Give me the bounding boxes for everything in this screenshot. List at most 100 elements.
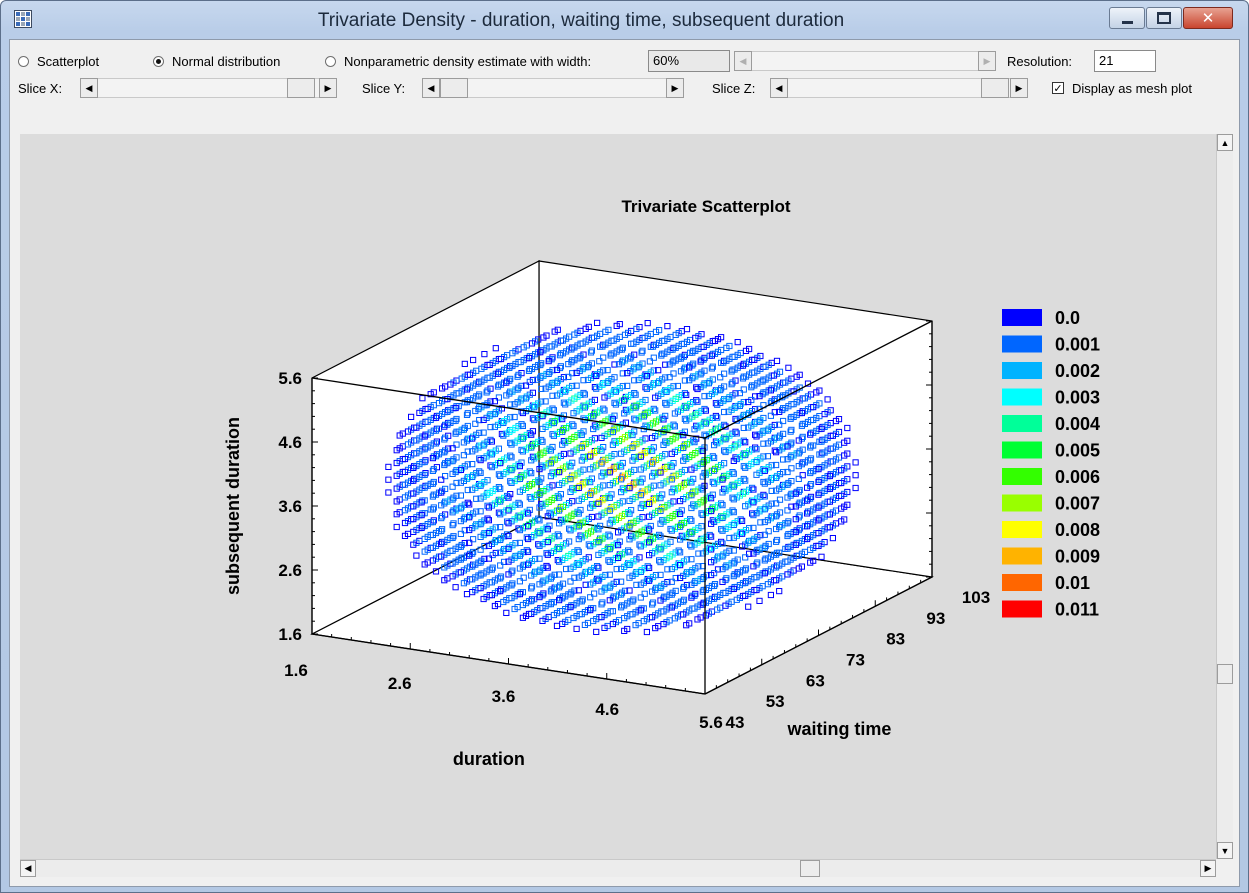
data-point: [773, 525, 780, 533]
close-button[interactable]: ✕: [1183, 7, 1233, 29]
scroll-right-button[interactable]: ▶: [1200, 860, 1216, 877]
data-point: [457, 530, 464, 537]
minimize-button[interactable]: [1109, 7, 1145, 29]
slice-z-thumb[interactable]: [981, 78, 1009, 98]
data-point: [717, 374, 724, 381]
slice-y-label: Slice Y:: [362, 80, 406, 96]
scatterplot-option[interactable]: Scatterplot: [18, 49, 99, 73]
data-point: [852, 484, 859, 492]
legend-swatch: [1002, 335, 1042, 353]
data-point: [547, 601, 554, 608]
data-point: [740, 386, 747, 393]
data-point: [711, 542, 719, 549]
data-point: [461, 540, 468, 547]
data-point: [536, 504, 543, 511]
data-point: [580, 377, 587, 384]
resolution-label: Resolution:: [1007, 53, 1073, 69]
slice-z-scroll-right[interactable]: ▶: [1010, 78, 1028, 98]
data-point: [832, 417, 840, 425]
data-point: [608, 491, 615, 498]
data-point: [546, 509, 553, 516]
horizontal-scroll-thumb[interactable]: [800, 860, 820, 877]
data-point: [631, 377, 638, 384]
check-icon[interactable]: ✓: [1052, 81, 1064, 95]
plot-vertical-scrollbar[interactable]: ▲ ▼: [1216, 134, 1233, 859]
nonparametric-option[interactable]: Nonparametric density estimate with widt…: [325, 49, 591, 73]
slice-y-scroll-left[interactable]: ◀: [422, 78, 440, 98]
legend-label: 0.009: [1055, 547, 1100, 567]
data-point: [618, 463, 625, 470]
vertical-scroll-thumb[interactable]: [1217, 664, 1233, 684]
data-point: [773, 449, 780, 456]
data-point: [801, 395, 808, 402]
slice-y-thumb[interactable]: [440, 78, 468, 98]
data-point: [691, 503, 698, 510]
data-point: [473, 431, 480, 438]
data-point: [421, 446, 428, 453]
scroll-up-button[interactable]: ▲: [1217, 134, 1233, 151]
data-point: [621, 615, 628, 622]
data-point: [742, 592, 749, 599]
y-tick-label: 53: [766, 692, 785, 711]
data-point: [621, 410, 628, 417]
data-point: [461, 527, 468, 534]
slice-x-scroll-left[interactable]: ◀: [80, 78, 98, 98]
data-point: [793, 373, 800, 380]
width-field[interactable]: 60%: [648, 50, 730, 72]
slice-y-scrollbar[interactable]: ◀ ▶: [422, 78, 684, 98]
data-point: [749, 510, 756, 517]
data-point: [852, 472, 859, 479]
data-point: [799, 433, 806, 440]
nonparametric-radio[interactable]: [325, 55, 336, 67]
data-point: [818, 438, 825, 445]
slice-z-scrollbar[interactable]: ◀ ▶: [770, 78, 1028, 98]
slice-x-scrollbar[interactable]: ◀ ▶: [80, 78, 337, 98]
data-point: [562, 401, 569, 408]
data-point: [410, 541, 417, 548]
width-scrollbar[interactable]: ◀ ▶: [734, 51, 996, 71]
data-point: [618, 604, 625, 611]
data-point: [498, 430, 505, 438]
maximize-button[interactable]: [1146, 7, 1182, 29]
x-tick-label: 2.6: [388, 674, 412, 693]
data-point: [730, 509, 737, 516]
app-icon[interactable]: [14, 10, 32, 28]
mesh-plot-option[interactable]: ✓ Display as mesh plot: [1052, 76, 1192, 100]
data-point: [807, 481, 815, 488]
scroll-down-button[interactable]: ▼: [1217, 842, 1233, 859]
slice-y-scroll-right[interactable]: ▶: [666, 78, 684, 98]
plot-pane[interactable]: Trivariate Scatterplot 1.6 2.6 3.6 4.6 5.6 1.…: [20, 134, 1216, 859]
resolution-field[interactable]: 21: [1094, 50, 1156, 72]
data-point: [567, 463, 574, 470]
data-point: [667, 500, 674, 507]
legend-swatch: [1002, 415, 1042, 432]
width-scroll-right[interactable]: ▶: [978, 51, 996, 71]
data-point: [627, 521, 634, 528]
data-point: [730, 496, 737, 503]
data-point: [492, 447, 499, 454]
data-point: [668, 489, 675, 496]
data-point: [745, 398, 752, 406]
data-point: [655, 379, 662, 387]
data-point: [473, 495, 480, 502]
normal-distribution-option[interactable]: Normal distribution: [153, 49, 280, 73]
slice-x-thumb[interactable]: [287, 78, 315, 98]
scroll-left-button[interactable]: ◀: [20, 860, 36, 877]
data-point: [810, 404, 817, 411]
slice-z-scroll-left[interactable]: ◀: [770, 78, 788, 98]
data-point: [590, 425, 597, 433]
data-point: [844, 437, 851, 444]
data-point: [742, 451, 749, 459]
width-scroll-left[interactable]: ◀: [734, 51, 752, 71]
data-point: [516, 463, 523, 470]
scatterplot-radio[interactable]: [18, 55, 29, 67]
data-point: [497, 355, 505, 363]
slice-x-scroll-right[interactable]: ▶: [319, 78, 337, 98]
data-point: [804, 510, 811, 517]
title-bar[interactable]: Trivariate Density - duration, waiting t…: [1, 1, 1248, 39]
data-point: [585, 541, 592, 548]
data-point: [844, 463, 851, 470]
normal-distribution-radio[interactable]: [153, 55, 164, 67]
plot-horizontal-scrollbar[interactable]: ◀ ▶: [20, 859, 1216, 877]
mesh-plot-label: Display as mesh plot: [1072, 80, 1192, 96]
